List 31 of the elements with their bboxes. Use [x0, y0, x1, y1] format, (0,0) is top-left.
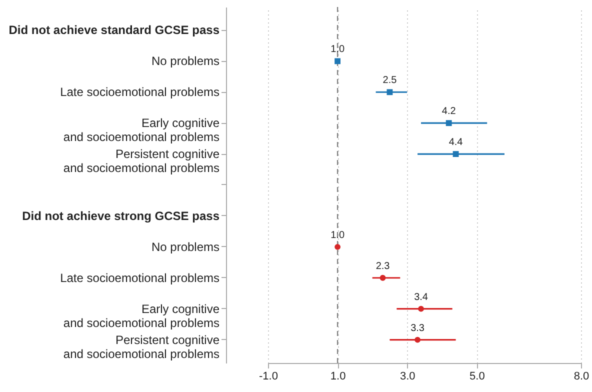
y-tick-label: No problems	[151, 240, 220, 254]
data-label: 3.4	[414, 292, 428, 303]
data-label: 1.0	[330, 44, 345, 56]
data-label: 1.0	[330, 230, 345, 241]
y-tick-label: Did not achieve standard GCSE pass	[8, 23, 220, 38]
y-tick-label: Early cognitive and socioemotional problems	[63, 116, 220, 144]
point	[452, 151, 459, 157]
data-label: 4.2	[442, 106, 456, 118]
y-tick-label: Did not achieve strong GCSE pass	[22, 208, 220, 223]
y-tick-label: Persistent cognitive and socioemotional problems	[63, 147, 220, 176]
y-tick-label: No problems	[151, 54, 220, 68]
point	[414, 336, 420, 343]
y-tick-label: Early cognitive and socioemotional problems	[63, 302, 220, 330]
x-tick-label: -1.0	[259, 370, 278, 382]
y-tick-label: Late socioemotional problems	[60, 85, 220, 100]
x-tick-label: 3.0	[400, 370, 416, 382]
y-tick-label: Persistent cognitive and socioemotional problems	[63, 332, 220, 361]
point	[446, 120, 452, 126]
point	[334, 58, 341, 64]
x-tick-label: 1.0	[330, 370, 346, 382]
point	[418, 306, 424, 312]
y-tick-label: Late socioemotional problems	[60, 270, 220, 285]
data-label: 3.3	[410, 322, 425, 334]
data-label: 2.3	[376, 260, 390, 272]
data-label: 4.4	[448, 137, 464, 148]
data-label: 2.5	[382, 75, 398, 86]
point	[380, 274, 386, 281]
x-tick-label: 8.0	[574, 370, 590, 382]
point	[386, 89, 393, 96]
x-tick-label: 5.0	[470, 370, 485, 382]
point	[334, 244, 341, 250]
